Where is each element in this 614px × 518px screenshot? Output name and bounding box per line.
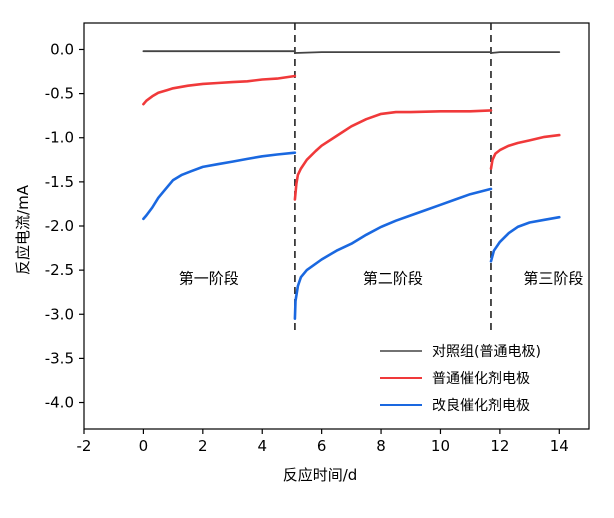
series-segment xyxy=(294,51,492,54)
x-tick-label: -2 xyxy=(77,437,92,455)
x-tick-label: 10 xyxy=(431,437,450,455)
y-tick-label: 0.0 xyxy=(50,40,74,58)
x-axis-ticks: -2 0 2 4 6 8 10 12 14 xyxy=(77,429,569,455)
y-tick-label: -3.0 xyxy=(45,305,74,323)
series-line xyxy=(142,74,561,201)
x-tick-label: 6 xyxy=(317,437,327,455)
y-axis-ticks: 0.0 -0.5 -1.0 -1.5 -2.0 -2.5 -3.0 -3.5 -4.0 xyxy=(45,40,84,412)
y-tick-label: -1.0 xyxy=(45,129,74,147)
series-segment xyxy=(142,151,297,221)
plot-frame xyxy=(83,22,590,430)
x-tick-label: 14 xyxy=(550,437,569,455)
stage-label: 第三阶段 xyxy=(523,269,583,287)
series-segment xyxy=(293,187,493,320)
y-tick-label: -2.5 xyxy=(45,261,74,279)
y-tick-label: -4.0 xyxy=(45,394,74,412)
y-tick-label: -1.5 xyxy=(45,173,74,191)
x-tick-label: 4 xyxy=(257,437,267,455)
legend-label: 改良催化剂电极 xyxy=(432,398,530,414)
series-segment xyxy=(489,215,561,263)
x-tick-label: 12 xyxy=(490,437,509,455)
y-tick-label: -3.5 xyxy=(45,349,74,367)
series-segment xyxy=(489,133,561,170)
x-axis-title: 反应时间/d xyxy=(283,466,358,484)
stage-label: 第二阶段 xyxy=(363,269,423,287)
y-tick-label: -0.5 xyxy=(45,85,74,103)
series-layer xyxy=(142,50,561,320)
x-tick-label: 8 xyxy=(376,437,386,455)
y-axis-title: 反应电流/mA xyxy=(14,184,32,275)
series-line xyxy=(142,151,561,320)
legend-label: 对照组(普通电极) xyxy=(432,344,541,360)
series-segment xyxy=(293,109,493,201)
x-tick-label: 0 xyxy=(139,437,149,455)
series-segment xyxy=(490,51,561,54)
y-tick-label: -2.0 xyxy=(45,217,74,235)
series-line xyxy=(142,50,561,54)
stage-label: 第一阶段 xyxy=(179,269,239,287)
x-tick-label: 2 xyxy=(198,437,208,455)
legend-label: 普通催化剂电极 xyxy=(432,371,530,387)
series-segment xyxy=(142,74,297,106)
stage-labels: 第一阶段 第二阶段 第三阶段 xyxy=(179,269,584,287)
